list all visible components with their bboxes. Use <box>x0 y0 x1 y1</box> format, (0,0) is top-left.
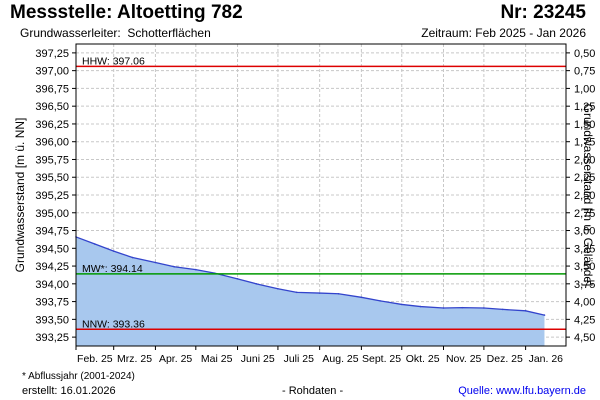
data-point <box>400 303 403 306</box>
data-point <box>337 292 340 295</box>
source-info[interactable]: Quelle: www.lfu.bayern.de <box>458 385 586 397</box>
y-tick-label: 393,25 <box>35 332 69 344</box>
data-point <box>501 308 504 311</box>
y-tick-label: 393,75 <box>35 297 69 309</box>
data-point <box>131 256 134 259</box>
y2-tick-label: 0,50 <box>574 48 595 60</box>
y2-tick-label: 4,00 <box>574 297 595 309</box>
x-tick-label: Nov. 25 <box>446 353 482 365</box>
raw-data-note: - Rohdaten - <box>282 385 344 397</box>
data-point <box>461 306 464 309</box>
aquifer-label: Grundwasserleiter: <box>20 26 121 40</box>
x-tick-label: Feb. 25 <box>77 353 113 365</box>
x-tick-label: Apr. 25 <box>159 353 192 365</box>
data-point <box>295 291 298 294</box>
y-tick-label: 394,50 <box>35 243 69 255</box>
y-tick-label: 394,75 <box>35 226 69 238</box>
period-label: Zeitraum: Feb 2025 - Jan 2026 <box>421 26 586 40</box>
series-area <box>76 236 545 346</box>
y2-tick-label: 0,75 <box>574 66 595 78</box>
x-tick-label: Juli 25 <box>284 353 315 365</box>
axes: 393,25 4,50 393,50 4,25 393,75 4,00 394,00 3,75… <box>13 43 595 365</box>
station-number: Nr: 23245 <box>500 2 586 23</box>
reference-label: MW*: 394.14 <box>82 263 143 275</box>
x-tick-label: Aug. 25 <box>322 353 358 365</box>
y2-tick-label: 2,50 <box>574 190 595 202</box>
data-point <box>112 250 115 252</box>
x-tick-label: Mrz. 25 <box>117 353 152 365</box>
y-tick-label: 397,25 <box>35 48 69 60</box>
reference-label: HHW: 397.06 <box>82 55 145 67</box>
x-tick-label: Okt. 25 <box>406 353 440 365</box>
y2-tick-label: 4,50 <box>574 332 595 344</box>
y-tick-label: 395,25 <box>35 190 69 202</box>
y2-axis-title: Grundwasserstand [m u. Gelände] <box>581 104 595 287</box>
y-tick-label: 397,00 <box>35 66 69 78</box>
data-point <box>318 292 321 294</box>
data-point <box>195 268 197 271</box>
data-point <box>94 243 96 245</box>
y-tick-label: 396,25 <box>35 119 69 131</box>
y2-tick-label: 2,75 <box>574 208 595 220</box>
y-tick-label: 396,50 <box>35 101 69 113</box>
reference-label: NNW: 393.36 <box>82 318 145 330</box>
x-tick-label: Sept. 25 <box>362 353 401 365</box>
y2-tick-label: 4,25 <box>574 314 595 326</box>
y2-tick-label: 3,50 <box>574 261 595 273</box>
y-tick-label: 396,00 <box>35 137 69 149</box>
created-date: erstellt: 16.01.2026 <box>22 385 116 397</box>
data-point <box>483 307 485 309</box>
station-title: Messstelle: Altoetting 782 <box>10 2 243 23</box>
data-point <box>360 296 363 299</box>
data-point <box>379 300 382 302</box>
data-point <box>419 305 422 308</box>
source-label: Quelle: <box>458 385 494 397</box>
data-point <box>277 287 279 290</box>
data-point <box>154 261 157 264</box>
footnote: * Abflussjahr (2001-2024) <box>22 371 135 382</box>
x-tick-label: Dez. 25 <box>487 353 523 365</box>
data-point <box>543 314 546 316</box>
y-axis-title: Grundwasserstand [m ü. NN] <box>13 118 27 273</box>
y-tick-label: 394,25 <box>35 261 69 273</box>
y-tick-label: 395,75 <box>35 154 69 166</box>
source-link[interactable]: www.lfu.bayern.de <box>496 385 586 397</box>
y2-tick-label: 3,75 <box>574 279 595 291</box>
x-tick-label: Juni 25 <box>241 353 275 365</box>
y2-tick-label: 1,25 <box>574 101 595 113</box>
aquifer-value: Schotterflächen <box>127 26 211 40</box>
y2-tick-label: 2,00 <box>574 154 595 166</box>
x-tick-label: Jan. 26 <box>529 353 564 365</box>
data-point <box>442 307 445 309</box>
y2-tick-label: 3,25 <box>574 243 595 255</box>
data-point <box>173 265 176 268</box>
data-point <box>524 310 527 312</box>
aquifer-info: Grundwasserleiter: Schotterflächen <box>20 26 211 40</box>
y2-tick-label: 1,00 <box>574 83 595 95</box>
x-tick-label: Mai 25 <box>201 353 233 365</box>
data-point <box>255 283 258 285</box>
data-point <box>236 278 239 280</box>
y-tick-label: 393,50 <box>35 314 69 326</box>
y-tick-label: 394,00 <box>35 279 69 291</box>
y-tick-label: 395,00 <box>35 208 69 220</box>
y2-tick-label: 1,50 <box>574 119 595 131</box>
plot-frame <box>75 43 567 347</box>
y2-tick-label: 1,75 <box>574 137 595 149</box>
y2-tick-label: 3,00 <box>574 226 595 238</box>
series-line <box>75 236 545 316</box>
y-tick-label: 396,75 <box>35 83 69 95</box>
y-tick-label: 395,50 <box>35 172 69 184</box>
reference-lines: HHW: 397.06 MW*: 394.14 NNW: 393.36 <box>76 55 566 330</box>
y2-tick-label: 2,25 <box>574 172 595 184</box>
